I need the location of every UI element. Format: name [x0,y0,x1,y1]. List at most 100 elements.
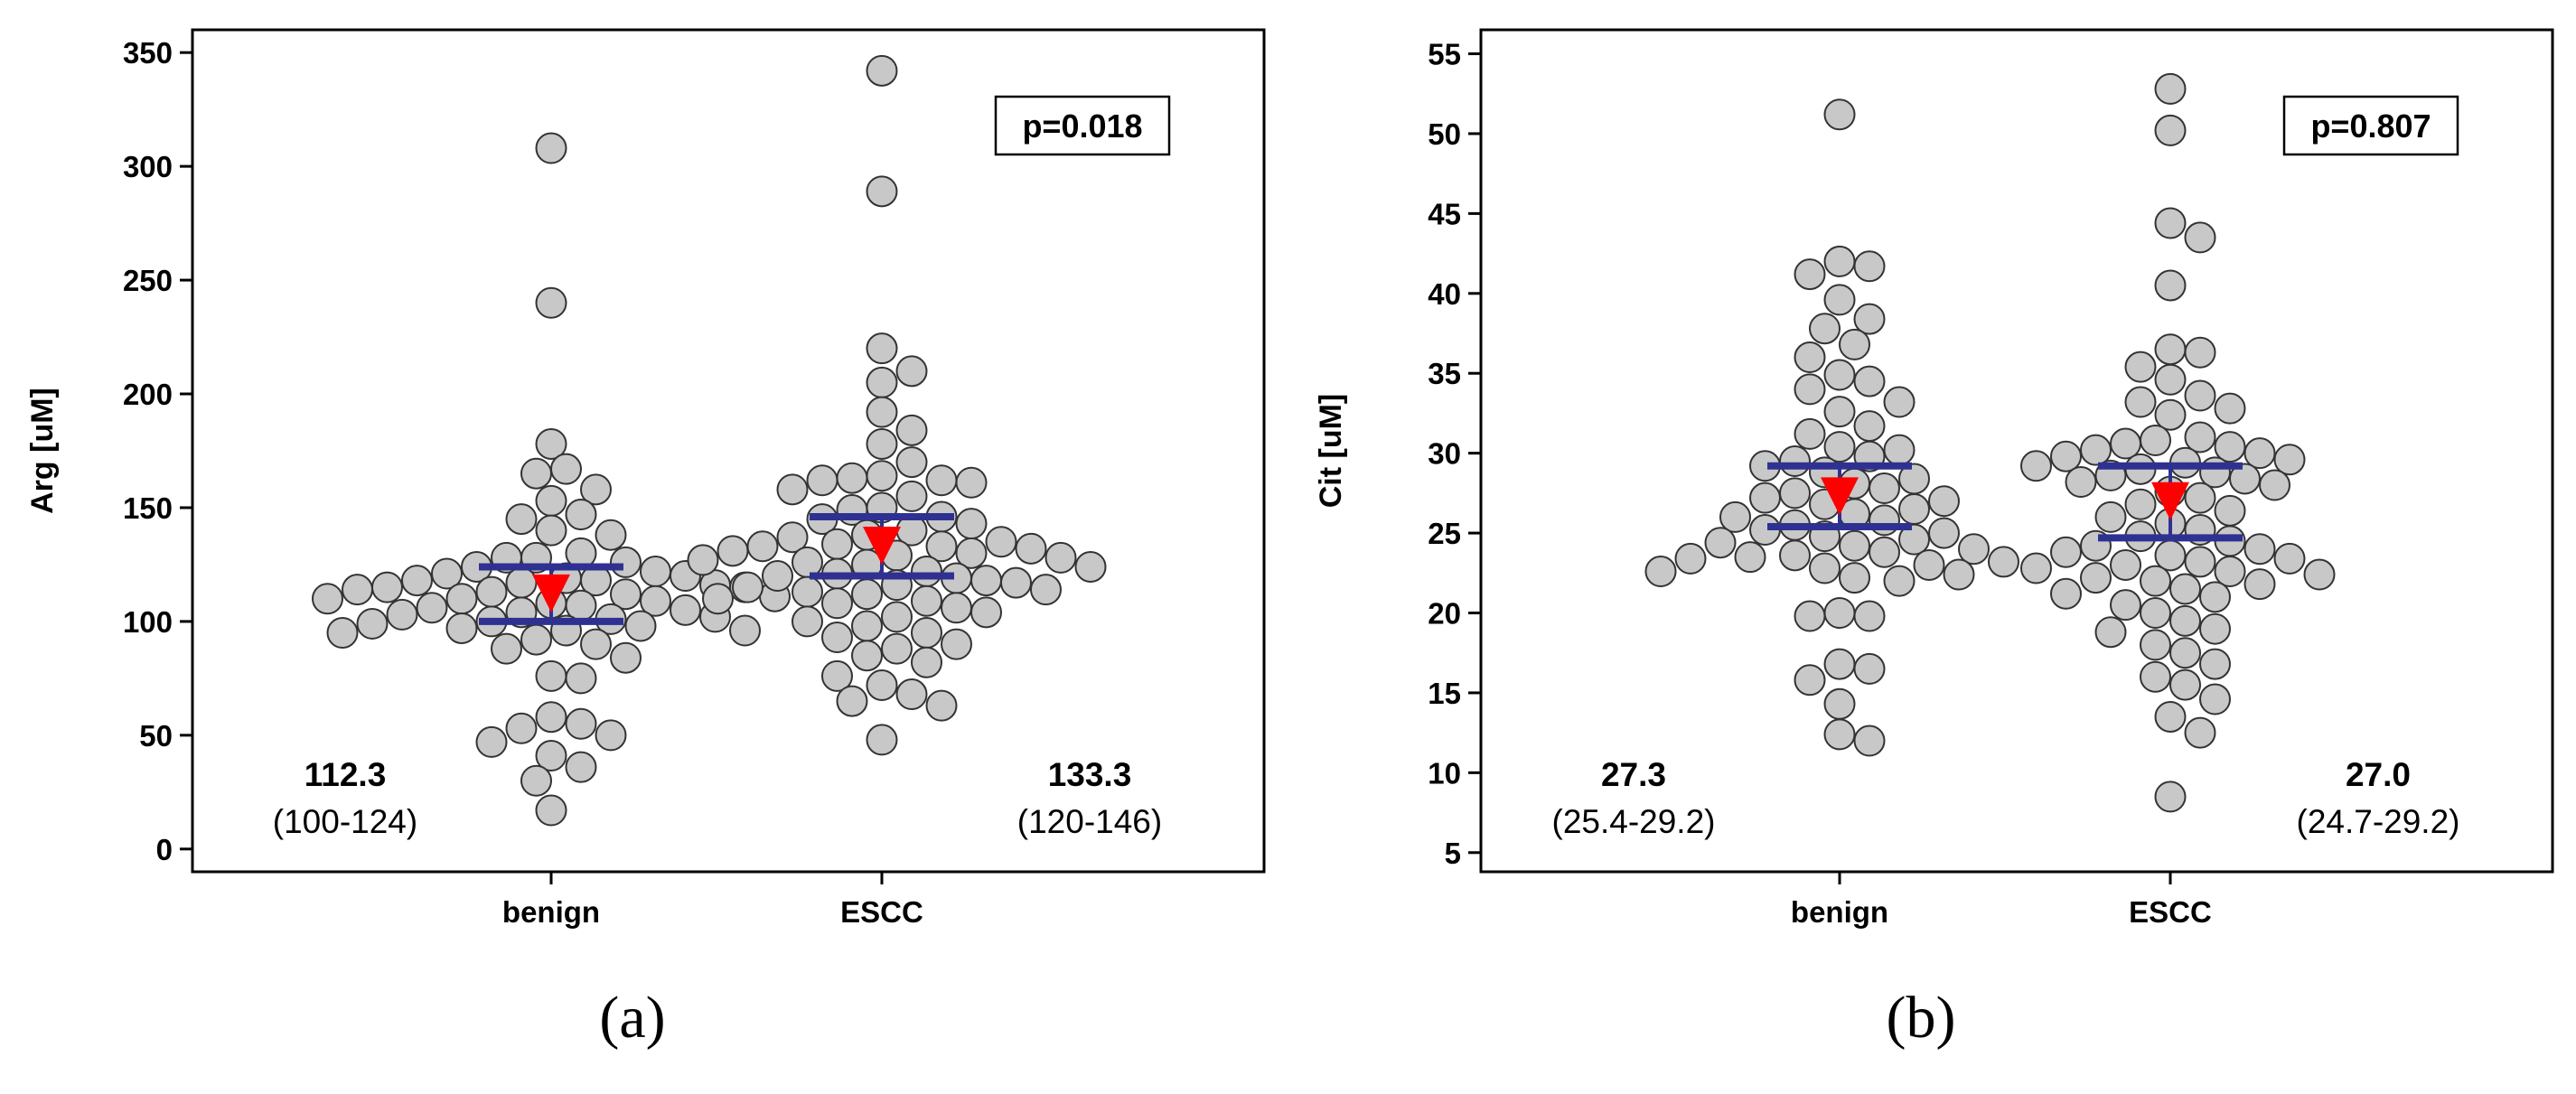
chart-b-point-escc [2154,398,2187,431]
chart-b-plot-frame [1479,28,2554,874]
chart-a-point-benign [535,427,567,460]
chart-b-point-escc [2214,556,2246,588]
chart-b-point-escc [2110,427,2141,460]
chart-a-point-benign [610,641,642,674]
chart-b-ylabel: Cit [uM] [1314,394,1348,509]
chart-a-point-escc [911,646,942,678]
chart-a-caption: (a) [599,985,665,1051]
chart-a-point-escc [806,464,838,497]
chart-b-point-benign [1749,482,1781,514]
chart-b-point-benign [1853,410,1886,443]
chart-a-point-escc [836,685,868,717]
chart-a-point-escc [970,596,1002,629]
chart-b-point-escc [2154,363,2187,396]
chart-a-ci-range-escc: (120-146) [1017,803,1162,840]
chart-a-ylabel: Arg [uM] [25,388,60,514]
chart-b-point-escc [2140,629,2171,661]
chart-b-point-benign [1794,664,1826,697]
chart-a-point-benign [535,794,567,827]
chart-a-point-escc [925,530,958,563]
chart-b-ytick-label: 15 [1428,677,1461,710]
chart-a-xtick-label: ESCC [840,895,923,929]
chart-a-point-benign [535,286,567,319]
chart-b-pvalue: p=0.807 [2310,108,2431,145]
chart-a-point-escc [895,446,928,479]
chart-b-point-benign [1794,373,1826,406]
chart-a-pvalue-box [994,95,1171,156]
chart-a-point-escc [925,689,958,722]
chart-a-point-benign [505,712,538,744]
chart-a-point-escc [792,575,823,608]
chart-a-point-escc [851,610,883,642]
chart-b-point-benign [1823,687,1856,720]
chart-b-point-escc [2199,648,2231,680]
chart-b-point-escc [2169,669,2201,701]
chart-panel-a: 0 50 100 150 200 250 300 350 Arg [uM] benign ESCC p… [25,28,1266,1051]
chart-b-point-escc [2259,469,2290,501]
chart-b-point-benign [1823,648,1856,680]
chart-b-point-benign [1839,328,1870,360]
chart-a-point-escc [821,659,853,692]
chart-b-point-benign [1779,477,1811,510]
chart-b-point-benign [1853,652,1886,685]
chart-b-point-benign [1839,529,1870,562]
chart-a-point-escc [911,556,942,588]
chart-a-ytick-label: 300 [123,150,173,183]
chart-a-median-marker-benign [532,574,570,612]
chart-b-point-escc [2243,437,2276,470]
chart-b-point-benign [1853,725,1886,757]
chart-b-ytick-label: 5 [1445,837,1461,870]
chart-a-point-escc [792,605,823,638]
chart-b-point-benign [1719,500,1751,533]
chart-b-point-escc [2273,542,2306,575]
chart-b-point-benign [1853,303,1886,335]
chart-b-point-benign [1883,434,1916,466]
chart-b-svg: 5 10 15 20 25 30 35 40 45 50 55 Cit [uM] benign ESCC p… [1314,28,2554,1051]
chart-b-ci-range-escc: (24.7-29.2) [2297,803,2460,840]
chart-b-point-escc [2184,546,2216,578]
chart-b-point-benign [1823,718,1856,751]
chart-a-point-escc [895,414,928,446]
chart-b-point-benign [1823,98,1856,131]
chart-a-point-escc [911,617,942,650]
chart-a-point-benign [550,453,582,485]
chart-b-point-escc [2184,421,2216,453]
chart-a-point-benign [371,571,403,603]
chart-a-point-benign [505,566,538,599]
chart-b-point-benign [1898,493,1930,526]
chart-b-point-benign [1883,565,1916,597]
chart-b-point-escc [2243,568,2276,601]
chart-a-point-escc [895,480,928,512]
chart-b-point-benign [1853,365,1886,397]
chart-a-point-escc [866,54,898,87]
chart-a-point-escc [866,460,898,492]
chart-a-point-escc [866,175,898,208]
chart-a-point-escc [925,464,958,497]
chart-b-point-benign [1823,284,1856,316]
chart-a-point-escc [836,462,868,494]
chart-a-ytick-label: 100 [123,605,173,639]
chart-b-point-benign [1823,431,1856,463]
chart-b-point-escc [2199,612,2231,645]
chart-b-point-escc [2154,781,2187,813]
chart-b-point-escc [2214,494,2246,527]
chart-a-point-benign [520,457,552,490]
chart-b-point-escc [2050,440,2082,472]
chart-b-ci-range-benign: (25.4-29.2) [1552,803,1716,840]
chart-a-point-benign [535,701,567,734]
chart-b-xtick-label: ESCC [2129,895,2212,929]
chart-b-point-benign [1823,245,1856,277]
chart-a-point-escc [732,571,763,603]
chart-a-ci-range-benign: (100-124) [273,803,417,840]
chart-a-point-benign [610,578,642,611]
chart-a-point-escc [866,396,898,428]
chart-b-point-benign [1794,600,1826,632]
chart-b-median-marker-escc [2151,482,2189,520]
chart-b-point-escc [2094,616,2127,649]
chart-b-point-benign [1823,597,1856,630]
chart-a-point-benign [445,612,478,644]
chart-a-point-benign [565,499,597,531]
chart-a-point-escc [881,632,913,665]
chart-a-point-benign [624,610,657,642]
chart-a-median-marker-escc [863,527,901,566]
